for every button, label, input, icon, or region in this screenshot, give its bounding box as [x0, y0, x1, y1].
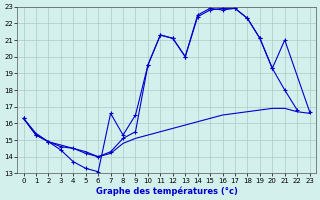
X-axis label: Graphe des températures (°c): Graphe des températures (°c)	[96, 186, 237, 196]
